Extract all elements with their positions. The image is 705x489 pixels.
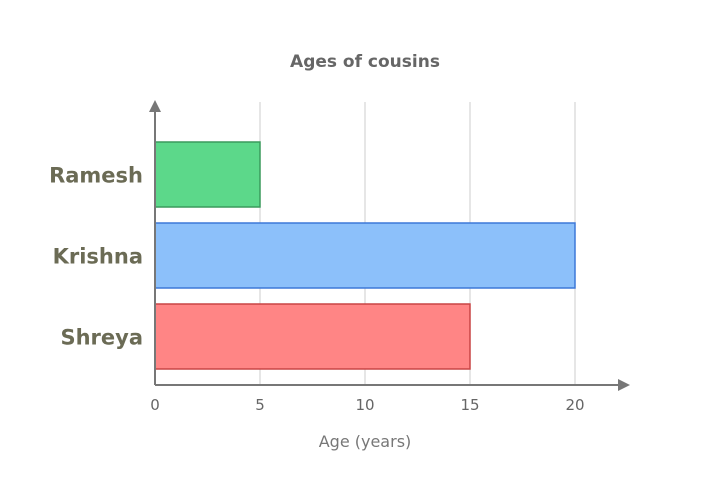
x-tick-label: 15 bbox=[460, 396, 479, 414]
bars bbox=[154, 141, 576, 370]
labels: 0 5 10 15 20 Ramesh Krishna Shreya bbox=[49, 164, 584, 415]
bar-krishna bbox=[154, 222, 576, 289]
category-label: Shreya bbox=[60, 326, 143, 350]
x-tick-label: 0 bbox=[150, 396, 160, 414]
category-label: Ramesh bbox=[49, 164, 143, 188]
x-tick-label: 5 bbox=[255, 396, 265, 414]
bar-ramesh bbox=[154, 141, 261, 208]
x-axis-label: Age (years) bbox=[319, 432, 412, 451]
x-tick-label: 20 bbox=[565, 396, 584, 414]
axes bbox=[149, 100, 630, 391]
bar-shreya bbox=[154, 303, 471, 370]
x-tick-label: 10 bbox=[355, 396, 374, 414]
category-label: Krishna bbox=[53, 245, 143, 269]
chart-title: Ages of cousins bbox=[290, 52, 440, 72]
x-axis-arrow-icon bbox=[618, 379, 630, 391]
y-axis-arrow-icon bbox=[149, 100, 161, 112]
